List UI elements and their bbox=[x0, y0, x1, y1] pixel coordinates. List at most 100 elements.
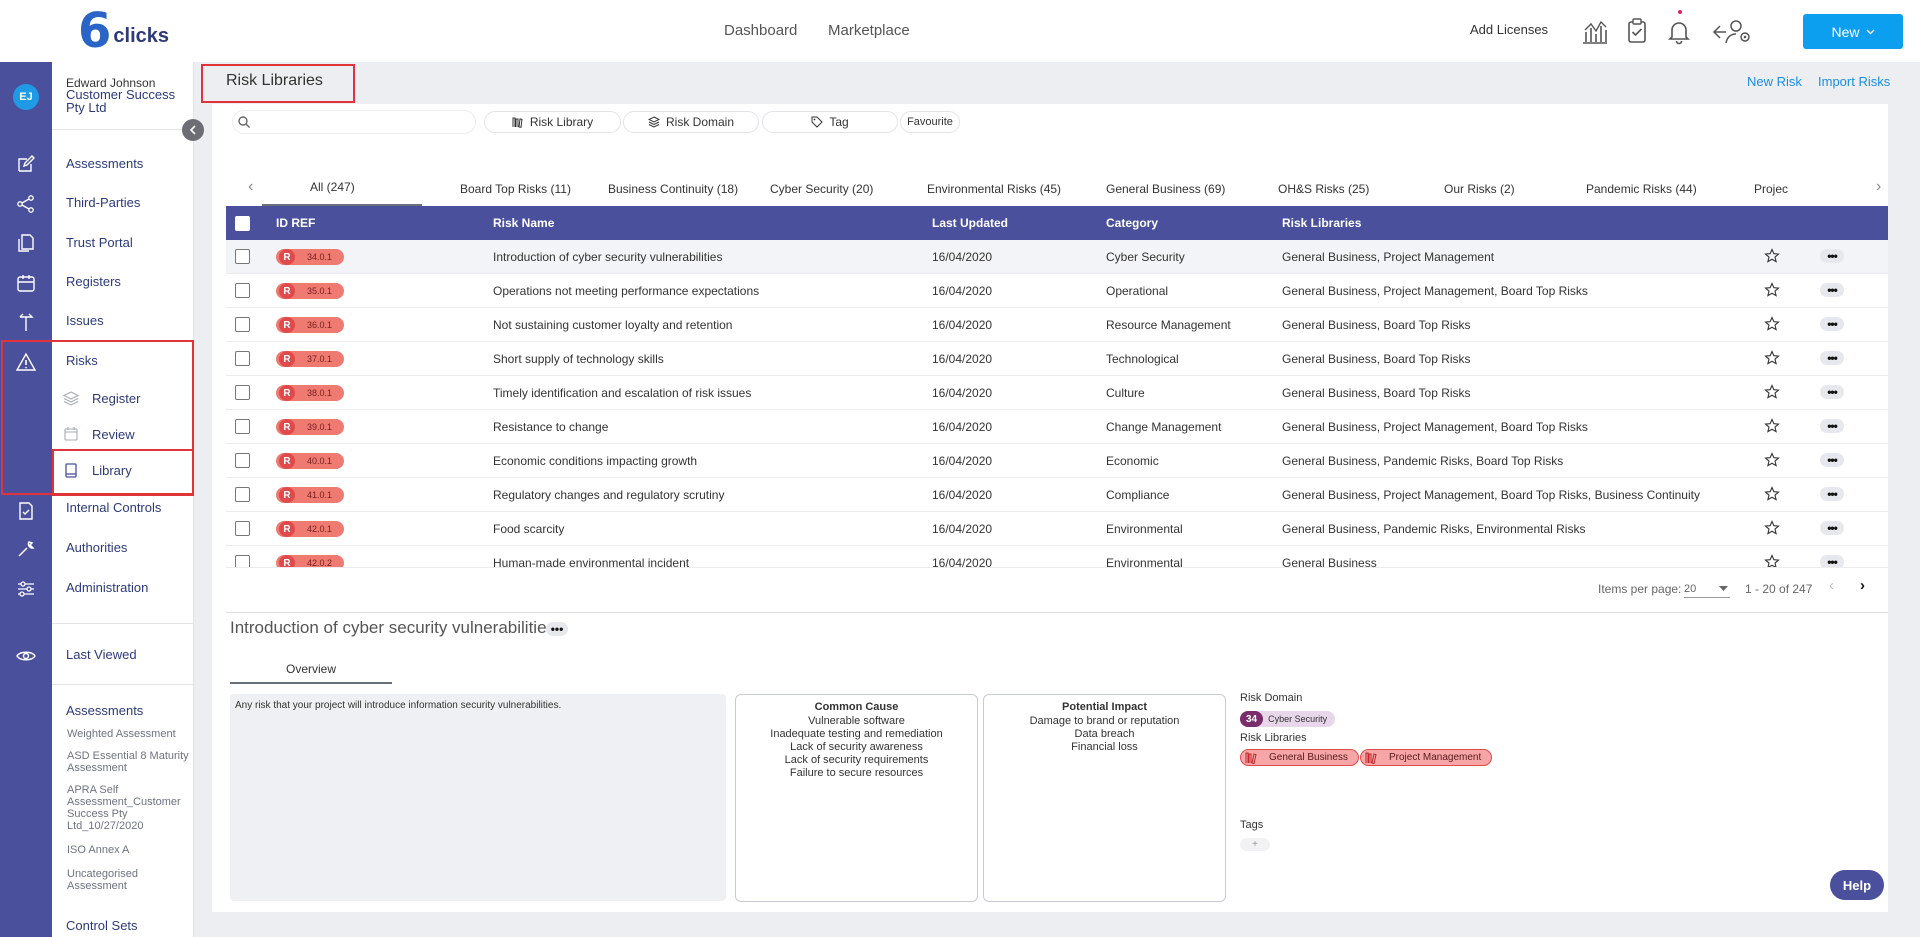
row-more-button[interactable]: ••• bbox=[1820, 521, 1844, 535]
row-more-button[interactable]: ••• bbox=[1820, 249, 1844, 263]
nav-risks-register[interactable]: Register bbox=[92, 391, 141, 406]
star-icon[interactable] bbox=[1764, 248, 1780, 264]
bell-icon[interactable] bbox=[1664, 16, 1694, 46]
row-checkbox[interactable] bbox=[235, 555, 250, 567]
star-icon[interactable] bbox=[1764, 282, 1780, 298]
star-icon[interactable] bbox=[1764, 418, 1780, 434]
add-tag-button[interactable]: + bbox=[1240, 838, 1270, 851]
eye-icon[interactable] bbox=[15, 645, 37, 667]
checklist-icon[interactable] bbox=[15, 500, 37, 522]
nav-issues[interactable]: Issues bbox=[66, 313, 104, 328]
table-row[interactable]: R 38.0.1 Timely identification and escalat… bbox=[226, 376, 1888, 410]
filter-tag[interactable]: Tag bbox=[762, 111, 898, 133]
collapse-sidebar-button[interactable] bbox=[182, 119, 204, 141]
nav-assessments[interactable]: Assessments bbox=[66, 156, 144, 171]
star-icon[interactable] bbox=[1764, 554, 1780, 568]
nav-marketplace[interactable]: Marketplace bbox=[828, 22, 910, 39]
tab-project[interactable]: Project bbox=[1754, 182, 1788, 196]
tab-board-top-risks[interactable]: Board Top Risks (11) bbox=[460, 182, 571, 196]
row-more-button[interactable]: ••• bbox=[1820, 351, 1844, 365]
row-checkbox[interactable] bbox=[235, 283, 250, 298]
tab-all[interactable]: All (247) bbox=[310, 180, 355, 194]
filter-favourite[interactable]: Favourite bbox=[900, 111, 960, 133]
last-viewed-item[interactable]: APRA Self Assessment_Customer Success Pt… bbox=[67, 784, 181, 832]
tab-ohs-risks[interactable]: OH&S Risks (25) bbox=[1278, 182, 1370, 196]
nav-risks-review[interactable]: Review bbox=[92, 427, 135, 442]
risk-name[interactable]: Food scarcity bbox=[493, 522, 565, 536]
risk-domain-chip[interactable]: 34 Cyber Security bbox=[1240, 711, 1336, 727]
star-icon[interactable] bbox=[1764, 350, 1780, 366]
analytics-icon[interactable] bbox=[1580, 16, 1610, 46]
filter-risk-library[interactable]: Risk Library bbox=[484, 111, 621, 133]
tab-environmental-risks[interactable]: Environmental Risks (45) bbox=[927, 182, 1062, 196]
prev-page-icon[interactable]: ‹ bbox=[1829, 577, 1834, 594]
nav-internal-controls[interactable]: Internal Controls bbox=[66, 500, 162, 515]
col-last-updated[interactable]: Last Updated bbox=[932, 216, 1009, 230]
select-all-checkbox[interactable] bbox=[235, 216, 250, 231]
tab-overview[interactable]: Overview bbox=[285, 662, 336, 676]
nav-administration[interactable]: Administration bbox=[66, 580, 149, 595]
tools-icon[interactable] bbox=[15, 538, 37, 560]
nav-trust-portal[interactable]: Trust Portal bbox=[66, 235, 133, 250]
star-icon[interactable] bbox=[1764, 520, 1780, 536]
table-row[interactable]: R 40.0.1 Economic conditions impacting gro… bbox=[226, 444, 1888, 478]
users-settings-icon[interactable] bbox=[1708, 16, 1754, 46]
row-more-button[interactable]: ••• bbox=[1820, 555, 1844, 567]
chevron-left-icon[interactable]: ‹ bbox=[248, 178, 254, 195]
row-checkbox[interactable] bbox=[235, 521, 250, 536]
row-checkbox[interactable] bbox=[235, 419, 250, 434]
col-risk-name[interactable]: Risk Name bbox=[493, 216, 555, 230]
row-checkbox[interactable] bbox=[235, 487, 250, 502]
table-row[interactable]: R 42.0.2 Human-made environmental incident… bbox=[226, 546, 1888, 568]
nav-authorities[interactable]: Authorities bbox=[66, 540, 128, 555]
warning-icon[interactable] bbox=[15, 351, 37, 373]
nav-third-parties[interactable]: Third-Parties bbox=[66, 195, 141, 210]
risk-name[interactable]: Resistance to change bbox=[493, 420, 609, 434]
row-checkbox[interactable] bbox=[235, 351, 250, 366]
library-chip-general-business[interactable]: General Business bbox=[1240, 749, 1359, 766]
calendar-icon[interactable] bbox=[15, 272, 37, 294]
add-licenses-link[interactable]: Add Licenses bbox=[1470, 22, 1549, 37]
search-input[interactable] bbox=[232, 110, 476, 134]
items-per-page-select[interactable]: 20 bbox=[1684, 580, 1730, 598]
row-more-button[interactable]: ••• bbox=[1820, 453, 1844, 467]
tab-our-risks[interactable]: Our Risks (2) bbox=[1444, 182, 1515, 196]
chevron-right-icon[interactable]: › bbox=[1876, 178, 1882, 195]
last-viewed-item[interactable]: Uncategorised Assessment bbox=[67, 868, 138, 892]
table-row[interactable]: R 42.0.1 Food scarcity 16/04/2020 Environmen… bbox=[226, 512, 1888, 546]
flag-icon[interactable] bbox=[15, 311, 37, 333]
risk-name[interactable]: Not sustaining customer loyalty and rete… bbox=[493, 318, 733, 332]
last-viewed-item[interactable]: ISO Annex A bbox=[67, 844, 130, 856]
risk-name[interactable]: Operations not meeting performance expec… bbox=[493, 284, 760, 298]
edit-icon[interactable] bbox=[15, 153, 37, 175]
detail-more-button[interactable]: ••• bbox=[546, 622, 568, 636]
next-page-icon[interactable]: › bbox=[1860, 577, 1865, 594]
filter-risk-domain[interactable]: Risk Domain bbox=[623, 111, 759, 133]
table-row[interactable]: R 34.0.1 Introduction of cyber security vu… bbox=[226, 240, 1888, 274]
table-row[interactable]: R 37.0.1 Short supply of technology skills… bbox=[226, 342, 1888, 376]
table-row[interactable]: R 41.0.1 Regulatory changes and regulatory… bbox=[226, 478, 1888, 512]
risk-name[interactable]: Economic conditions impacting growth bbox=[493, 454, 698, 468]
clipboard-check-icon[interactable] bbox=[1622, 16, 1652, 46]
row-checkbox[interactable] bbox=[235, 453, 250, 468]
last-viewed-item[interactable]: Weighted Assessment bbox=[67, 728, 176, 740]
row-more-button[interactable]: ••• bbox=[1820, 419, 1844, 433]
star-icon[interactable] bbox=[1764, 452, 1780, 468]
sliders-icon[interactable] bbox=[15, 578, 37, 600]
table-row[interactable]: R 35.0.1 Operations not meeting performanc… bbox=[226, 274, 1888, 308]
row-more-button[interactable]: ••• bbox=[1820, 283, 1844, 297]
nav-dashboard[interactable]: Dashboard bbox=[724, 22, 798, 39]
risk-name[interactable]: Short supply of technology skills bbox=[493, 352, 664, 366]
star-icon[interactable] bbox=[1764, 384, 1780, 400]
row-more-button[interactable]: ••• bbox=[1820, 385, 1844, 399]
nav-risks-library[interactable]: Library bbox=[92, 463, 132, 478]
library-chip-project-management[interactable]: Project Management bbox=[1360, 749, 1493, 766]
import-risks-button[interactable]: Import Risks bbox=[1818, 74, 1891, 89]
tab-pandemic-risks[interactable]: Pandemic Risks (44) bbox=[1586, 182, 1697, 196]
row-checkbox[interactable] bbox=[235, 385, 250, 400]
new-risk-button[interactable]: New Risk bbox=[1747, 74, 1802, 89]
row-checkbox[interactable] bbox=[235, 249, 250, 264]
nav-risks[interactable]: Risks bbox=[66, 353, 98, 368]
org-name[interactable]: Customer Success Pty Ltd bbox=[66, 87, 176, 115]
nav-registers[interactable]: Registers bbox=[66, 274, 121, 289]
